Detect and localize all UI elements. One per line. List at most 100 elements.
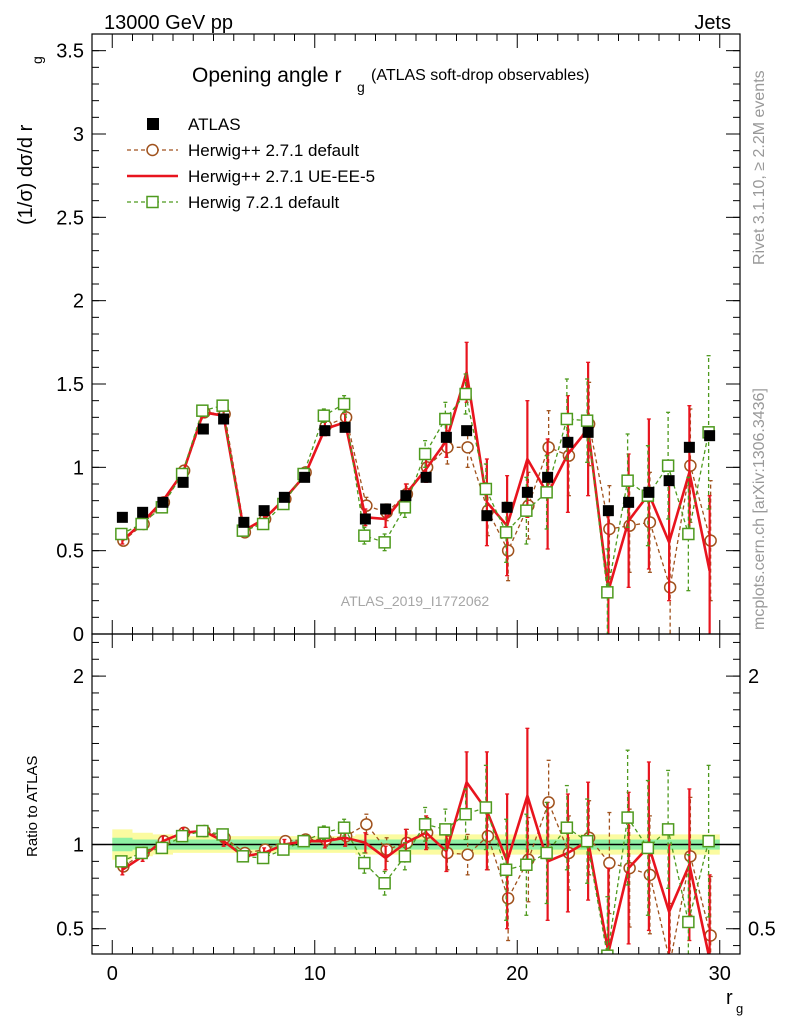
- ratio-herwig-7-2-1-default-marker: [317, 826, 331, 839]
- main-herwig-7-2-1-default-marker: [580, 414, 594, 427]
- main-ytick-label: 2: [73, 291, 84, 313]
- xlabel-sub: g: [736, 1001, 743, 1016]
- main-atlas-point: [420, 471, 432, 483]
- main-herwig-7-2-1-default-marker: [621, 474, 634, 487]
- ratio-herwig-7-2-1-default-marker: [155, 841, 169, 855]
- main-atlas-point: [238, 516, 250, 528]
- ratio-herwig-2-7-1-default-marker: [360, 818, 373, 831]
- main-herwig-2-7-1-default-marker: [461, 441, 474, 454]
- ratio-herwig-7-2-1-default-marker: [540, 846, 553, 860]
- legend-herwig-2-7-1-ue-ee-5-label: Herwig++ 2.7.1 UE-EE-5: [188, 167, 375, 186]
- main-atlas-point: [380, 503, 392, 515]
- main-herwig-7-2-1-default-marker: [661, 459, 675, 472]
- main-ylabel-sub: g: [29, 56, 45, 64]
- main-plot: 0 0.5 1 1.5 2 2.5 3 3.5: [56, 33, 741, 646]
- watermark: ATLAS_2019_I1772062: [341, 593, 490, 609]
- ratio-herwig-2-7-1-ue-ee-5-line: [121, 780, 710, 954]
- ratio-herwig-2-7-1-default-marker: [461, 848, 474, 861]
- main-atlas-point: [359, 513, 371, 525]
- main-herwig-7-2-1-default-marker: [196, 404, 209, 417]
- ratio-herwig-7-2-1-default-marker: [236, 850, 250, 863]
- main-atlas-point: [299, 471, 311, 483]
- mcplots-label: mcplots.cern.ch [arXiv:1306.3436]: [751, 388, 768, 630]
- ratio-herwig-7-2-1-default-marker: [702, 834, 715, 848]
- main-atlas-point: [663, 475, 675, 487]
- ratio-herwig-7-2-1-default-marker: [115, 855, 128, 868]
- legend-herwig-7-2-1-default-marker: [146, 195, 159, 209]
- main-herwig-2-7-1-default-line: [122, 411, 712, 588]
- main-atlas-point: [562, 436, 574, 448]
- ratio-herwig-7-2-1-default-line: [121, 806, 710, 954]
- ratio-ylabel: Ratio to ATLAS: [24, 756, 41, 857]
- main-atlas-point: [177, 476, 189, 488]
- main-atlas-point: [704, 430, 716, 442]
- ratio-herwig-7-2-1-default-marker: [479, 801, 493, 814]
- main-herwig-7-2-1-default-marker: [317, 409, 331, 422]
- main-herwig-7-2-1-default-marker: [418, 447, 432, 461]
- main-atlas-point: [582, 426, 594, 438]
- main-atlas-point: [461, 425, 473, 437]
- main-herwig-7-2-1-default-marker: [337, 397, 351, 411]
- ratio-herwig-7-2-1-default-marker: [398, 850, 412, 863]
- ratio-herwig-7-2-1-default-marker: [196, 824, 209, 838]
- main-ylabel-group: (1/σ) dσ/d r g: [15, 56, 45, 225]
- main-herwig-7-2-1-default-line: [121, 393, 710, 593]
- legend-atlas-label: ATLAS: [188, 115, 241, 134]
- main-atlas-point: [623, 496, 635, 508]
- xtick-label: 0: [107, 963, 118, 985]
- plot-title-sub: g: [357, 79, 365, 95]
- ratio-herwig-7-2-1-default-marker: [297, 834, 310, 848]
- main-herwig-7-2-1-default-marker: [601, 586, 614, 599]
- ratio-herwig-7-2-1-default-marker: [418, 818, 432, 831]
- ratio-herwig-7-2-1-default-marker: [682, 915, 695, 929]
- xtick-label: 20: [506, 963, 528, 985]
- plot-title-note: (ATLAS soft-drop observables): [371, 67, 589, 84]
- main-herwig-7-2-1-default-marker: [358, 529, 371, 542]
- main-ytick-label: 0.5: [56, 541, 84, 563]
- main-ytick-label: 3.5: [56, 41, 84, 63]
- ratio-herwig-7-2-1-default-marker: [439, 823, 452, 836]
- main-herwig-7-2-1-default-marker: [378, 536, 391, 549]
- legend-herwig-2-7-1-default-marker: [146, 143, 159, 157]
- ratio-herwig-7-2-1-default-marker: [499, 863, 513, 877]
- ratio-herwig-7-2-1-default-marker: [661, 823, 675, 836]
- ratio-herwig-2-7-1-default-line: [123, 801, 712, 954]
- plot-title-main: Opening angle r: [192, 64, 341, 87]
- main-ytick-label: 0: [73, 624, 84, 646]
- ratio-herwig-7-2-1-default-marker: [378, 877, 391, 890]
- main-atlas-point: [501, 501, 513, 513]
- main-herwig-7-2-1-default-marker: [560, 412, 574, 426]
- main-atlas-point: [278, 491, 290, 503]
- main-herwig-7-2-1-default-marker: [520, 504, 533, 517]
- main-herwig-7-2-1-default-marker: [459, 387, 472, 401]
- legend: ATLAS Herwig++ 2.7.1 default Herwig++ 2.7.…: [127, 115, 375, 212]
- ratio-herwig-2-7-1-default-marker: [665, 957, 676, 968]
- ratio-herwig-7-2-1-default-marker: [135, 846, 148, 860]
- ratio-herwig-7-2-1-default-marker: [601, 949, 614, 954]
- main-atlas-point: [440, 431, 452, 443]
- ratio-herwig-7-2-1-default-marker: [277, 843, 290, 856]
- ratio-herwig-7-2-1-default-marker: [337, 821, 351, 834]
- main-atlas-point: [137, 506, 149, 518]
- ratio-herwig-7-2-1-default-marker: [175, 829, 189, 843]
- ratio-herwig-7-2-1-default-marker: [459, 807, 472, 821]
- main-ytick-label: 1.5: [56, 374, 84, 396]
- plot-title: Opening angle r: [192, 64, 341, 87]
- main-atlas-point: [481, 510, 493, 522]
- ratio-herwig-2-7-1-default-marker: [603, 856, 616, 870]
- main-herwig-7-2-1-default-marker: [439, 412, 452, 426]
- rivet-label: Rivet 3.1.10, ≥ 2.2M events: [751, 70, 768, 265]
- xlabel: r: [726, 987, 733, 1009]
- xtick-label: 10: [304, 963, 326, 985]
- ratio-herwig-7-2-1-default-marker: [256, 851, 270, 865]
- header-left: 13000 GeV pp: [104, 12, 233, 34]
- ratio-herwig-7-2-1-default-marker: [216, 828, 229, 841]
- main-herwig-7-2-1-default-marker: [216, 399, 229, 412]
- main-herwig-7-2-1-default-marker: [499, 526, 513, 539]
- main-atlas-point: [157, 496, 169, 508]
- ratio-herwig-7-2-1-default-marker: [641, 841, 655, 855]
- ratio-content: [92, 727, 740, 968]
- ratio-frame: [91, 633, 741, 955]
- main-atlas-point: [542, 471, 554, 483]
